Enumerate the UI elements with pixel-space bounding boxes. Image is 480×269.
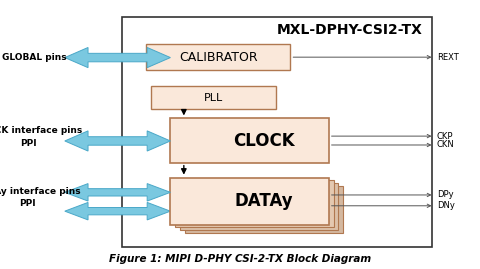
Bar	[170, 178, 329, 225]
Text: DATAy: DATAy	[235, 192, 293, 210]
Text: CKN: CKN	[437, 140, 455, 150]
Bar	[185, 186, 343, 233]
Text: CALIBRATOR: CALIBRATOR	[179, 51, 258, 64]
Text: DPy: DPy	[437, 190, 454, 199]
Text: DNy: DNy	[437, 201, 455, 210]
Text: CKP: CKP	[437, 132, 453, 141]
Bar	[146, 44, 290, 70]
Text: REXT: REXT	[437, 53, 458, 62]
Text: GLOBAL pins: GLOBAL pins	[2, 53, 67, 62]
Text: CLOCK: CLOCK	[233, 132, 295, 150]
Bar	[170, 118, 329, 163]
Polygon shape	[65, 131, 170, 151]
Bar	[151, 86, 276, 109]
Text: Figure 1: MIPI D-PHY CSI-2-TX Block Diagram: Figure 1: MIPI D-PHY CSI-2-TX Block Diag…	[109, 254, 371, 264]
Polygon shape	[65, 202, 170, 220]
Polygon shape	[65, 183, 170, 201]
Text: MXL-DPHY-CSI2-TX: MXL-DPHY-CSI2-TX	[276, 23, 422, 37]
Polygon shape	[65, 47, 170, 68]
Bar	[180, 183, 338, 230]
Bar	[175, 180, 334, 227]
Text: PLL: PLL	[204, 93, 223, 102]
Text: DATAy interface pins
PPI: DATAy interface pins PPI	[0, 187, 81, 208]
Bar	[122, 17, 432, 247]
Text: CLOCK interface pins
PPI: CLOCK interface pins PPI	[0, 126, 83, 148]
